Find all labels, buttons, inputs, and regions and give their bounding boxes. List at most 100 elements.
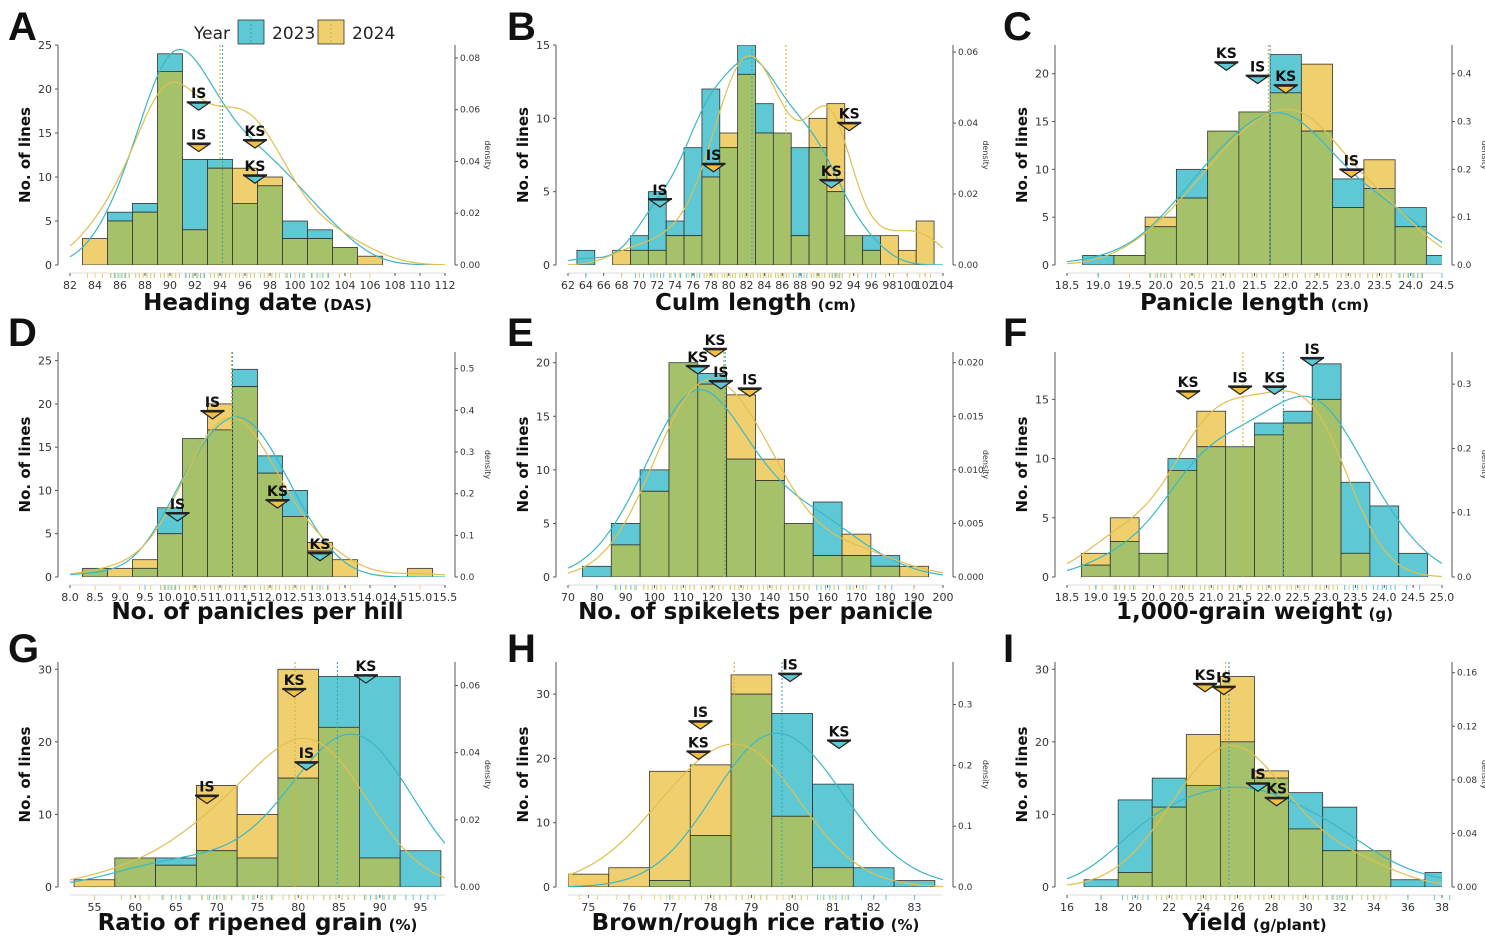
bar-2023 [1322, 806, 1358, 852]
bar-overlap [307, 238, 333, 265]
bar-2023 [790, 147, 810, 237]
x-tick-label: 82 [867, 901, 881, 914]
x-tick-label: 19.5 [1112, 591, 1137, 604]
x-tick-label: 21.5 [1228, 591, 1253, 604]
x-tick-label: 80 [291, 901, 305, 914]
x-tick-label: 102 [915, 279, 936, 292]
x-tick-label: 96 [238, 279, 252, 292]
marker-label: KS [1195, 668, 1216, 684]
marker-triangle [701, 164, 726, 173]
x-tick-label: 110 [673, 591, 694, 604]
y-tick-label: 5 [1042, 211, 1049, 224]
bar-overlap [107, 220, 133, 265]
density-curve-2023 [70, 416, 445, 577]
bar-overlap [783, 523, 814, 577]
y-tick-label: 0 [1042, 881, 1049, 894]
bar-overlap [207, 167, 233, 265]
density-tick-label: 0.0 [1457, 573, 1472, 583]
x-axis-title-text: 1,000-grain weight [1116, 599, 1362, 625]
marker-is-2023: IS [1245, 767, 1270, 792]
x-tick-label: 19.0 [1084, 591, 1109, 604]
bar-2023 [1398, 552, 1428, 577]
density-tick-label: 0.00 [460, 261, 480, 271]
x-tick-label: 21.0 [1211, 279, 1236, 292]
x-tick-label: 106 [360, 279, 381, 292]
marker-ks-2024: KS [686, 735, 711, 761]
density-tick-label: 0.0 [1457, 261, 1472, 271]
bar-overlap [730, 693, 773, 887]
density-tick-label: 0.1 [1457, 213, 1471, 223]
bar-overlap [282, 238, 308, 265]
density-tick-label: 0.04 [1457, 829, 1477, 839]
bar-2023 [399, 850, 442, 887]
bar-overlap [1207, 130, 1240, 265]
bar-2024 [1185, 734, 1221, 786]
y-tick-label: 15 [536, 410, 550, 423]
marker-triangle [354, 675, 378, 684]
marker-ks-2023: KS [1262, 370, 1287, 396]
marker-label: IS [713, 365, 728, 381]
x-tick-label: 25.0 [1430, 591, 1455, 604]
bar-overlap [737, 73, 756, 265]
legend: Year 2023 2024 [193, 19, 395, 45]
bar-overlap [1394, 226, 1427, 265]
legend-label-2024: 2024 [352, 24, 395, 44]
bar-overlap [318, 726, 360, 887]
bar-2023 [1117, 799, 1153, 873]
marker-ks-2023: KS [1214, 46, 1239, 71]
bar-overlap [1220, 741, 1255, 887]
marker-is-2024: IS [688, 705, 713, 730]
bar-2023 [852, 867, 895, 887]
x-tick-label: 9.5 [136, 591, 154, 604]
marker-is-2023: IS [165, 497, 190, 522]
x-tick-label: 82 [740, 279, 754, 292]
bar-2023 [1254, 422, 1284, 436]
marker-is-2024: IS [1228, 370, 1253, 396]
marker-label: KS [821, 164, 842, 180]
x-tick-label: 12.5 [283, 591, 308, 604]
marker-triangle [308, 553, 332, 562]
x-tick-label: 23.5 [1367, 279, 1392, 292]
density-tick-label: 0.1 [1457, 509, 1471, 519]
density-curve-2024 [1067, 108, 1442, 265]
bar-overlap [755, 132, 774, 265]
marker-ks-2023: KS [353, 659, 378, 684]
x-tick-label: 11.5 [233, 591, 258, 604]
density-tick-label: 0.00 [958, 261, 978, 271]
bar-overlap [1185, 784, 1221, 887]
x-tick-label: 112 [435, 279, 456, 292]
marker-label: KS [1264, 370, 1285, 386]
x-tick-label: 30 [1299, 901, 1313, 914]
marker-is-2024: IS [701, 148, 726, 173]
panel-G: G 0 10 20 30 No. of lines 0.00 0.02 0.04 0.06 dens… [8, 627, 492, 936]
y-tick-label: 20 [536, 357, 550, 370]
x-axis-title: No. of panicles per hill [111, 599, 403, 625]
bars [82, 53, 383, 265]
x-axis-title-text: No. of spikelets per panicle [578, 599, 933, 625]
x-tick-label: 64 [579, 279, 593, 292]
x-tick-label: 102 [310, 279, 331, 292]
density-tick-label: 0.3 [460, 448, 474, 458]
x-tick-label: 22.0 [1274, 279, 1299, 292]
x-tick-label: 78 [704, 279, 718, 292]
x-axis-title-text: Yield [1181, 910, 1247, 936]
panel-letter: H [507, 627, 536, 671]
density-tick-label: 0.005 [958, 519, 984, 529]
bar-2024 [726, 394, 756, 460]
marker-triangle [1339, 169, 1364, 179]
bar-2023 [1282, 410, 1313, 424]
bar-overlap [1363, 188, 1396, 265]
marker-triangle [1273, 85, 1298, 94]
x-tick-label: 120 [702, 591, 723, 604]
y-tick-label: 10 [1035, 163, 1049, 176]
density-tick-label: 0.5 [460, 365, 474, 375]
density-tick-label: 0.015 [958, 412, 984, 422]
marker-label: KS [284, 673, 305, 689]
density-curve-2023 [568, 389, 943, 576]
x-tick-label: 18.5 [1055, 279, 1080, 292]
bar-2023 [318, 676, 360, 728]
marker-label: IS [1250, 767, 1265, 783]
marker-triangle [186, 102, 211, 111]
bar-2024 [357, 255, 383, 265]
